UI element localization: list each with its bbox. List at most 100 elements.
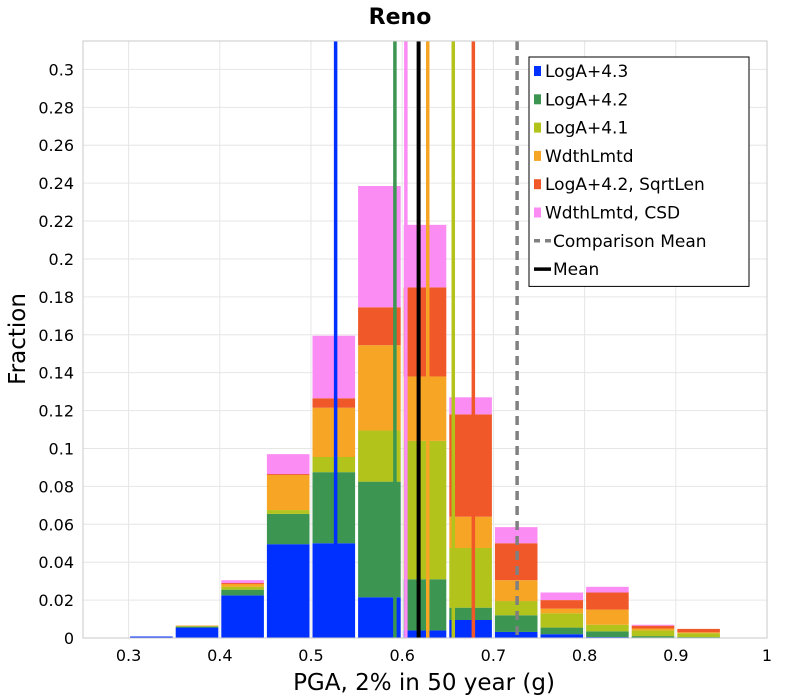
legend-swatch [534,94,541,105]
bar-segment [312,543,356,638]
bar-segment [449,397,492,415]
bar-segment [221,583,264,587]
y-tick-label: 0.26 [38,136,74,155]
bar-segment [449,516,492,548]
bar-segment [312,335,356,399]
bar-segment [677,637,720,638]
bar-segment [677,628,720,633]
bar-segment [586,631,629,638]
bar-segment [677,633,720,638]
legend-label: LogA+4.1 [545,119,628,139]
y-tick-label: 0.02 [38,591,74,610]
bar-segment [266,510,310,514]
bar-segment [586,592,629,610]
legend-swatch [534,150,541,161]
bar-segment [403,440,447,580]
y-tick-label: 0.22 [38,212,74,231]
bar-segment [221,589,264,596]
bar-segment [266,544,310,638]
bar-segment [631,624,675,626]
bar-segment [221,586,264,590]
bar-segment [540,608,584,614]
bar-segment [175,626,219,627]
legend-label: Mean [553,260,599,280]
bar-segment [266,475,310,511]
legend-label: WdthLmtd, CSD [545,204,680,224]
legend-swatch [534,66,541,76]
bar-segment [312,407,356,458]
bar-segment [312,472,356,544]
bar-segment [540,634,584,638]
bar-segment [677,632,720,634]
bar-segment [221,583,264,584]
legend-label: LogA+4.2 [545,90,628,110]
bar-segment [586,609,629,625]
x-tick-label: 0.4 [207,646,232,665]
y-tick-label: 0.2 [49,250,74,269]
y-tick-label: 0.24 [38,174,74,193]
bar-segment [221,595,264,638]
legend-label: Comparison Mean [553,232,707,252]
x-axis-title: PGA, 2% in 50 year (g) [293,670,555,696]
legend-label: WdthLmtd [545,147,634,167]
x-tick-label: 1 [762,646,772,665]
bar-segment [540,613,584,628]
bar-segment [540,627,584,635]
y-tick-label: 0.14 [38,364,74,383]
bar-segment [494,527,538,544]
legend-box [528,56,750,287]
y-tick-label: 0.06 [38,515,74,534]
bar-segment [221,580,264,584]
x-tick-label: 0.6 [389,646,414,665]
y-tick-label: 0.18 [38,288,74,307]
bar-segment [266,454,310,475]
legend-swatch [534,207,541,218]
bar-segment [494,580,538,602]
bar-segment [403,287,447,377]
bar-segment [403,630,447,638]
bar-segment [449,619,492,638]
bar-segment [449,607,492,620]
y-tick-label: 0.08 [38,477,74,496]
bar-segment [449,414,492,517]
x-tick-label: 0.8 [572,646,597,665]
plot-border [82,40,768,639]
bar-segment [540,600,584,609]
bar-segment [266,474,310,476]
bar-segment [175,627,219,638]
y-tick-label: 0.04 [38,553,74,572]
y-tick-label: 0.3 [49,60,74,79]
bar-segment [403,224,447,288]
bar-segment [175,625,219,627]
bar-segment [540,592,584,601]
legend-swatch [534,122,541,133]
y-tick-label: 0 [64,629,74,648]
bar-segment [266,513,310,545]
x-tick-label: 0.9 [663,646,688,665]
chart-title: Reno [369,5,432,30]
bar-segment [631,630,675,637]
bar-segment [631,636,675,638]
bar-segment [586,624,629,632]
y-tick-label: 0.12 [38,402,74,421]
bar-segment [130,636,173,638]
y-tick-label: 0.28 [38,98,74,117]
bar-segment [403,376,447,441]
x-tick-label: 0.7 [481,646,506,665]
bar-segment [403,579,447,631]
bar-segment [586,586,629,593]
x-tick-label: 0.5 [298,646,323,665]
legend-label: LogA+4.2, SqrtLen [545,175,705,195]
legend: LogA+4.3 LogA+4.2 LogA+4.1 WdthLmtd LogA+4.2… [528,56,750,287]
y-tick-label: 0.1 [49,439,74,458]
legend-label: LogA+4.3 [545,62,628,82]
bar-segment [312,398,356,408]
y-axis-title: Fraction [5,293,31,385]
bar-segment [494,601,538,616]
bar-segment [449,547,492,608]
bar-segment [175,626,219,628]
bar-segment [494,615,538,632]
y-tick-label: 0.16 [38,326,74,345]
bar-segment [631,628,675,631]
